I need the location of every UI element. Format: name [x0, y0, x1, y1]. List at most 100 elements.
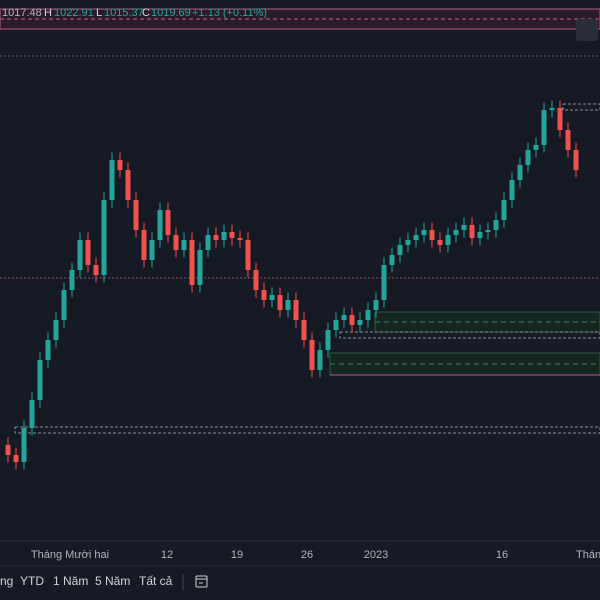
candle-body	[461, 225, 467, 230]
candle-body	[541, 110, 547, 145]
zone	[339, 331, 600, 339]
candle-body	[205, 235, 211, 250]
range-button[interactable]: ng	[0, 574, 13, 588]
candle-body	[189, 240, 195, 285]
candle-body	[517, 165, 523, 180]
range-button[interactable]: 5 Năm	[95, 574, 130, 588]
legend-change: +1.13 (+0.11%)	[192, 7, 267, 19]
candle-body	[253, 270, 259, 290]
candle-body	[285, 300, 291, 310]
zone	[14, 426, 600, 434]
candle-body	[557, 108, 563, 130]
candle-body	[413, 235, 419, 240]
candle-body	[117, 160, 123, 170]
candle-body	[101, 200, 107, 275]
candle-body	[533, 145, 539, 150]
candle-body	[29, 400, 35, 428]
x-tick-label: 19	[231, 549, 243, 561]
candle-body	[125, 170, 131, 200]
button[interactable]	[576, 19, 598, 41]
candle-body	[357, 320, 363, 325]
candle-body	[221, 232, 227, 240]
candle-body	[197, 250, 203, 285]
candle-body	[397, 245, 403, 255]
candle-body	[85, 240, 91, 265]
candle-body	[245, 240, 251, 270]
candle-body	[109, 160, 115, 200]
candle-body	[565, 130, 571, 150]
candle-body	[341, 315, 347, 320]
candle-body	[445, 235, 451, 245]
candle-body	[493, 220, 499, 230]
candle-body	[213, 235, 219, 240]
candle-body	[365, 310, 371, 320]
candle-body	[429, 230, 435, 240]
range-button[interactable]: 1 Năm	[53, 574, 88, 588]
candle-body	[389, 255, 395, 265]
zone	[0, 8, 600, 30]
candle-body	[13, 455, 19, 462]
x-tick-label: 16	[496, 549, 508, 561]
candle-body	[45, 340, 51, 360]
candle-body	[157, 210, 163, 240]
candle-body	[333, 320, 339, 330]
candle-body	[269, 295, 275, 300]
candle-body	[301, 320, 307, 340]
candle-body	[61, 290, 67, 320]
x-tick-label: 12	[161, 549, 173, 561]
legend-value: 1022.91	[54, 7, 94, 19]
candle-body	[405, 240, 411, 245]
range-button[interactable]: Tất cả	[139, 574, 173, 588]
candle-body	[133, 200, 139, 230]
candle-body	[293, 300, 299, 320]
candle-body	[229, 232, 235, 238]
candle-body	[69, 270, 75, 290]
x-tick-label: Tháng	[576, 549, 600, 561]
x-tick-label: 2023	[364, 549, 388, 561]
candle-body	[237, 238, 243, 240]
candle-body	[149, 240, 155, 260]
legend-value: 1019.69	[151, 7, 191, 19]
candle-body	[53, 320, 59, 340]
candle-body	[277, 295, 283, 310]
candle-body	[317, 350, 323, 370]
range-button[interactable]: YTD	[20, 574, 44, 588]
candle-body	[509, 180, 515, 200]
legend-value: 1015.37	[104, 7, 144, 19]
legend-key: C	[142, 7, 150, 19]
candle-body	[501, 200, 507, 220]
candle-body	[37, 360, 43, 400]
candle-body	[5, 445, 11, 455]
candle-body	[373, 300, 379, 310]
candle-body	[421, 230, 427, 235]
candle-body	[261, 290, 267, 300]
candle-body	[573, 150, 579, 170]
candle-body	[21, 428, 27, 462]
x-tick-label: 26	[301, 549, 313, 561]
candle-body	[453, 230, 459, 235]
candle-body	[165, 210, 171, 235]
legend-key: H	[44, 7, 52, 19]
candle-body	[485, 230, 491, 232]
date-range-icon[interactable]	[195, 575, 208, 588]
candle-body	[325, 330, 331, 350]
candle-body	[181, 240, 187, 250]
candle-body	[77, 240, 83, 270]
candle-body	[349, 315, 355, 325]
candle-body	[477, 232, 483, 238]
zone	[562, 103, 600, 111]
candle-body	[469, 225, 475, 238]
candles	[5, 100, 579, 470]
candle-body	[309, 340, 315, 370]
candle-body	[173, 235, 179, 250]
candle-body	[525, 150, 531, 165]
x-tick-label: Tháng Mười hai	[31, 549, 109, 561]
candle-body	[93, 265, 99, 275]
legend-key: L	[96, 7, 102, 19]
candle-body	[381, 265, 387, 300]
candle-body	[437, 240, 443, 245]
candle-body	[141, 230, 147, 260]
candle-body	[549, 108, 555, 110]
